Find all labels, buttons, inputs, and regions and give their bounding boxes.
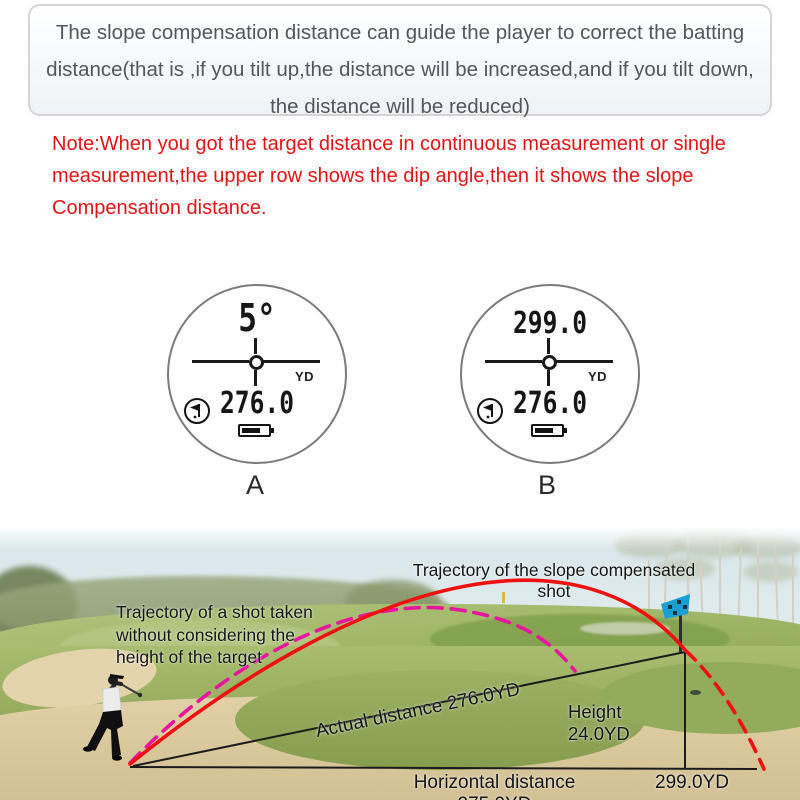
figure-label-a: A — [245, 470, 264, 500]
tree-trunk — [719, 540, 721, 658]
note-line: Compensation distance. — [52, 197, 267, 219]
crosshair-right-line — [263, 360, 320, 363]
dip-angle-reading: 5° — [238, 296, 276, 340]
foliage — [733, 535, 800, 559]
crosshair-top-line — [547, 338, 550, 354]
instruction-line: distance(that is ,if you tilt up,the dis… — [46, 58, 754, 81]
crosshair-left-line — [485, 360, 542, 363]
crosshair-bottom-line — [254, 370, 257, 386]
note-line: Note:When you got the target distance in… — [52, 133, 726, 155]
flag-lock-icon — [184, 398, 210, 424]
foliage — [615, 532, 685, 558]
tree-trunk — [757, 536, 759, 658]
foliage — [743, 562, 798, 582]
figure-label-b: B — [537, 470, 556, 500]
unit-label: YD — [295, 369, 315, 384]
crosshair-left-line — [192, 360, 249, 363]
note-line: measurement,the upper row shows the dip … — [52, 165, 694, 187]
horizontal-distance-label: Horizontal distance 275.0YD — [413, 772, 576, 800]
crosshair-center-ring — [249, 355, 264, 370]
crosshair-top-line — [254, 338, 257, 354]
instruction-box: The slope compensation distance can guid… — [28, 4, 772, 118]
viewfinder-display-a: 5° YD 276.0 — [167, 284, 347, 464]
instruction-line: the distance will be reduced) — [270, 95, 530, 118]
crosshair-right-line — [556, 360, 613, 363]
sprinkler-head — [690, 690, 701, 695]
uncompensated-label-line: without considering the — [116, 624, 295, 645]
crosshair-bottom-line — [547, 370, 550, 386]
crosshair-center-ring — [542, 355, 557, 370]
flag-lock-icon — [477, 398, 503, 424]
note-text: Note:When you got the target distance in… — [52, 128, 762, 224]
tree-trunk — [792, 555, 794, 655]
distance-reading: 276.0 — [219, 386, 295, 421]
battery-icon — [238, 424, 274, 437]
distance-reading: 276.0 — [512, 386, 588, 421]
uncompensated-trajectory-label: Trajectory of a shot taken without consi… — [116, 601, 326, 669]
slope-distance-label: 299.0YD — [655, 772, 729, 793]
unit-label: YD — [588, 369, 608, 384]
uncompensated-label-line: Trajectory of a shot taken — [116, 602, 313, 622]
cart-path — [580, 622, 670, 635]
battery-icon — [531, 424, 567, 437]
uncompensated-label-line: height of the target — [116, 647, 262, 667]
compensated-trajectory-label: Trajectory of the slope compensated shot — [412, 560, 696, 601]
slope-distance-reading: 299.0 — [512, 306, 588, 341]
height-label: Height 24.0YD — [568, 701, 630, 744]
golfer-figure — [83, 674, 143, 761]
viewfinder-display-b: 299.0 YD 276.0 — [460, 284, 640, 464]
instruction-line: The slope compensation distance can guid… — [55, 21, 745, 44]
